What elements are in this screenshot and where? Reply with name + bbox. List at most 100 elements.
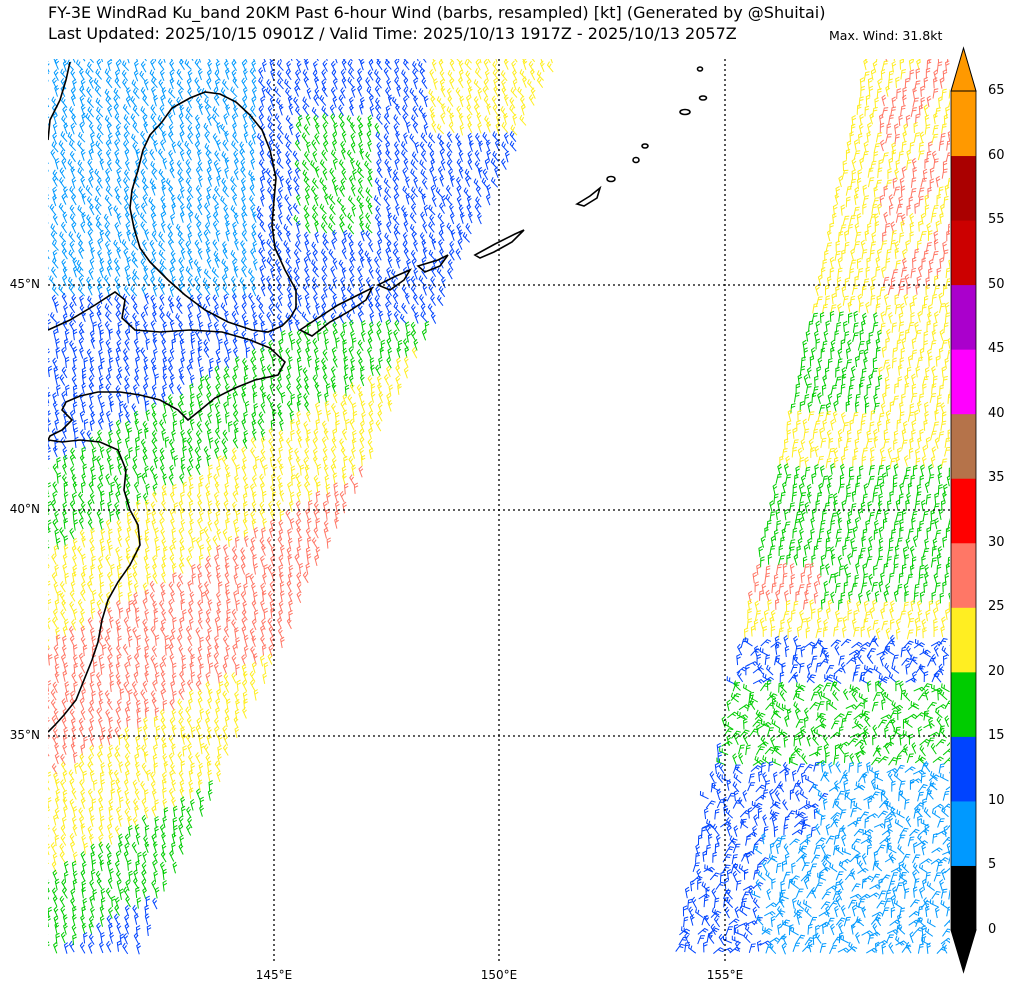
wind-barb <box>946 140 950 151</box>
wind-barb <box>817 357 823 369</box>
wind-barb <box>135 356 140 368</box>
wind-barb <box>933 230 939 243</box>
wind-barb <box>947 338 950 349</box>
wind-barb <box>376 375 382 387</box>
wind-barb <box>860 420 866 431</box>
wind-barb <box>236 582 242 595</box>
wind-barb <box>260 239 266 252</box>
wind-barb <box>317 391 322 404</box>
wind-barb <box>136 717 142 729</box>
wind-barb <box>854 401 860 413</box>
wind-barb <box>945 267 950 279</box>
wind-barb <box>131 212 138 224</box>
wind-barb <box>383 122 390 135</box>
wind-barb <box>810 446 815 458</box>
wind-barb <box>142 383 148 395</box>
wind-barb <box>902 130 908 143</box>
wind-barb <box>315 418 321 431</box>
wind-barb <box>794 645 801 656</box>
wind-barb <box>266 275 272 288</box>
wind-barb <box>266 177 273 190</box>
wind-barb <box>287 301 293 314</box>
wind-barb <box>905 645 912 658</box>
wind-barb <box>911 429 916 441</box>
wind-barb <box>150 212 156 224</box>
wind-barb <box>835 761 842 773</box>
wind-barb <box>261 618 266 630</box>
wind-barb <box>316 481 321 493</box>
wind-barb <box>248 170 256 181</box>
wind-barb <box>946 349 950 360</box>
wind-barb <box>241 464 247 476</box>
wind-barb <box>881 94 887 107</box>
wind-barb <box>252 464 258 476</box>
wind-barb <box>51 141 59 153</box>
wind-barb <box>98 824 104 837</box>
wind-barb <box>875 510 882 521</box>
wind-barb <box>847 301 853 313</box>
wind-barb <box>194 213 202 224</box>
wind-barb <box>104 240 111 253</box>
wind-barb <box>466 94 471 107</box>
wind-barb <box>349 319 354 332</box>
wind-barb <box>876 556 883 566</box>
wind-barb <box>52 481 58 493</box>
wind-barb <box>845 196 851 208</box>
wind-barb <box>81 373 87 385</box>
wind-barb <box>349 418 355 431</box>
wind-barb <box>914 248 920 260</box>
wind-barb <box>48 447 52 459</box>
wind-barb <box>303 76 309 88</box>
wind-barb <box>185 240 191 253</box>
wind-barb <box>216 529 222 541</box>
wind-barb <box>259 473 265 486</box>
wind-barb <box>160 211 166 224</box>
wind-barb <box>930 455 936 468</box>
wind-barb <box>217 418 222 430</box>
wind-barb <box>266 393 273 406</box>
wind-barb <box>351 464 357 477</box>
wind-barb <box>881 266 886 278</box>
wind-barb <box>912 87 917 99</box>
wind-barb <box>321 420 327 433</box>
wind-barb <box>769 788 774 801</box>
wind-barb <box>766 664 774 676</box>
wind-barb <box>116 339 122 352</box>
wind-barb <box>895 628 901 640</box>
wind-barb <box>48 717 50 729</box>
wind-barb <box>433 78 438 90</box>
wind-barb <box>204 374 210 387</box>
wind-barb <box>263 607 269 620</box>
wind-barb <box>781 448 788 459</box>
wind-barb <box>105 139 112 152</box>
wind-barb <box>194 275 201 287</box>
wind-barb <box>323 428 329 440</box>
wind-barb <box>261 644 267 656</box>
wind-barb <box>348 346 354 358</box>
wind-barb <box>783 635 789 647</box>
wind-barb <box>286 383 293 395</box>
wind-barb <box>249 679 256 691</box>
wind-barb <box>897 844 905 855</box>
wind-barb <box>830 339 836 352</box>
wind-barb <box>854 275 859 287</box>
wind-barb <box>410 186 418 198</box>
wind-barb <box>764 572 771 584</box>
wind-barb <box>77 159 85 171</box>
wind-barb <box>701 826 707 838</box>
wind-barb <box>182 437 187 449</box>
wind-barb <box>48 544 50 556</box>
wind-barb <box>304 193 310 206</box>
wind-barb <box>276 284 284 296</box>
wind-barb <box>905 466 911 478</box>
wind-barb <box>813 580 819 593</box>
wind-barb <box>158 231 165 243</box>
wind-barb <box>142 184 149 196</box>
wind-barb <box>870 446 875 458</box>
wind-barb <box>410 321 417 334</box>
wind-barb <box>791 609 796 621</box>
wind-barb <box>52 249 58 262</box>
wind-barb <box>383 374 390 386</box>
wind-barb <box>895 212 903 223</box>
wind-barb <box>43 662 48 673</box>
